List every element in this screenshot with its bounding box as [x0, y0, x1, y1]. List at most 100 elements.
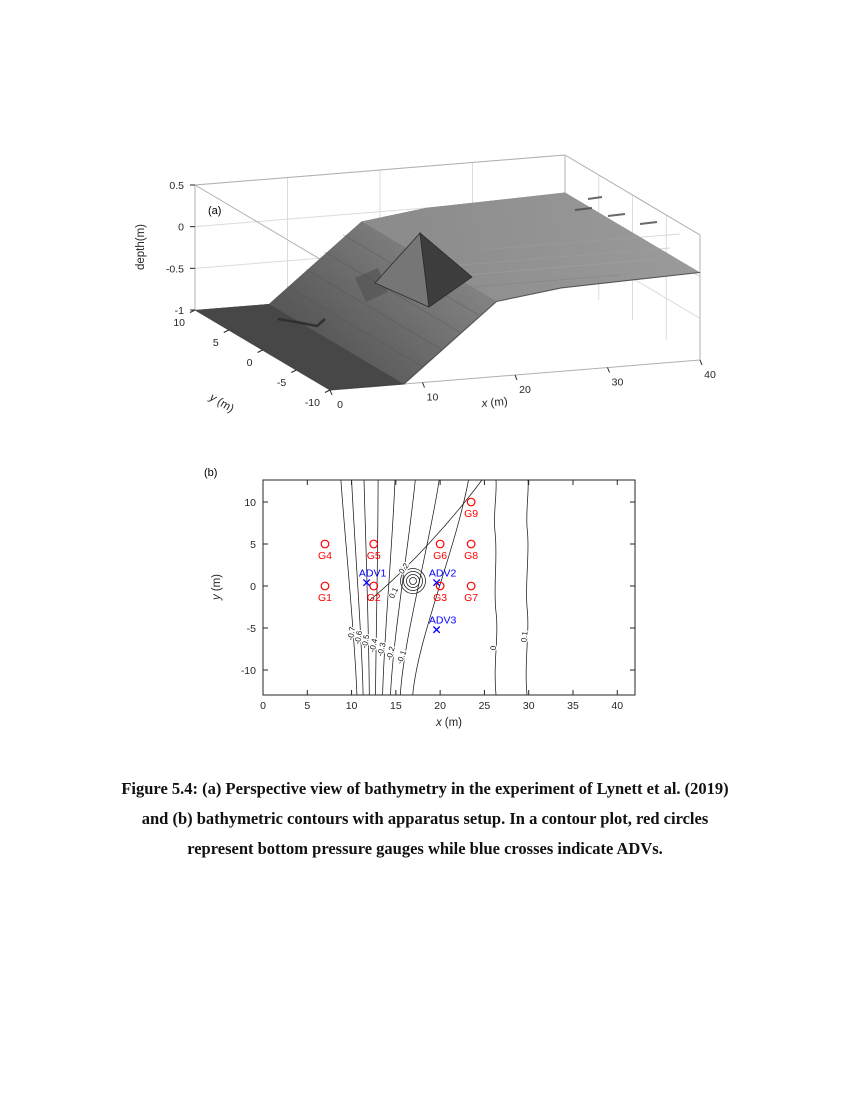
adv-marker	[362, 578, 371, 587]
pressure-gauge-marker	[435, 581, 445, 591]
pressure-gauge-marker	[320, 581, 330, 591]
deep-basin	[195, 304, 404, 390]
contour-label: -0.4	[368, 637, 380, 653]
x-axis-label: x (m)	[435, 717, 462, 729]
x-tick-mark	[514, 374, 518, 381]
pressure-gauge-label: G1	[318, 592, 332, 604]
y-tick-label: 0	[247, 357, 253, 369]
axis-ticks-labels-2d: 0 5 10 15 20 25 30 35 40 10 5 0 -5 -10	[241, 480, 635, 712]
x-axis-unit: (m)	[490, 396, 508, 409]
y-tick-label: -5	[247, 623, 256, 635]
z-tick-label: 0.5	[169, 180, 184, 192]
pressure-gauge-marker	[466, 539, 476, 549]
island-contour-ring	[409, 577, 417, 585]
contour-labels: -0.7-0.6-0.5-0.4-0.3-0.2-0.100.10.20.1	[345, 560, 531, 667]
x-axis-var: x	[435, 717, 443, 729]
adv-label: ADV3	[429, 615, 457, 627]
bathymetry-surface	[194, 192, 701, 391]
contour-line	[390, 479, 416, 696]
pressure-gauge-marker	[435, 539, 445, 549]
pressure-gauge-label: G6	[433, 550, 447, 562]
z-tick-label: -0.5	[166, 263, 184, 275]
x-tick-label: 20	[519, 384, 531, 396]
y-axis-label: y(m)	[206, 391, 235, 415]
x-tick-label: 40	[611, 700, 623, 712]
x-axis-label: x (m)	[480, 396, 508, 410]
z-tick-label: -1	[175, 305, 184, 317]
caption-line: and (b) bathymetric contours with appara…	[141, 809, 709, 828]
contour-line	[351, 479, 364, 696]
y-tick-mark	[223, 329, 229, 333]
island-contour-ring	[406, 574, 420, 588]
x-axis-var: x	[480, 398, 489, 411]
island-contour-ring	[400, 568, 426, 594]
slope-striation	[287, 286, 423, 368]
y-tick-label: 5	[250, 539, 256, 551]
contour-line-0p1	[525, 479, 529, 696]
shelf-mark	[639, 221, 658, 225]
y-tick-label: -10	[241, 665, 256, 677]
beach-slope	[269, 221, 497, 384]
x-tick-mark	[699, 359, 703, 366]
contour-line	[382, 479, 396, 696]
surface-front-edge	[329, 271, 701, 391]
x-tick-label: 20	[434, 700, 446, 712]
contour-line	[340, 479, 358, 696]
pressure-gauge-label: G4	[318, 550, 332, 562]
pressure-gauge-marker	[466, 497, 476, 507]
panel-label-b: (b)	[204, 467, 217, 479]
shelf-streak	[479, 233, 681, 251]
pressure-gauge-marker	[369, 581, 379, 591]
island-contour-ring	[403, 571, 423, 591]
figure-caption: Figure 5.4: (a) Perspective view of bath…	[0, 774, 850, 864]
x-tick-label: 0	[337, 399, 343, 411]
z-tick-label: 0	[178, 222, 184, 234]
x-axis-unit: (m)	[445, 717, 462, 729]
x-tick-mark	[422, 382, 425, 388]
shelf-mark	[574, 207, 593, 211]
x-tick-label: 15	[390, 700, 402, 712]
y-tick-label: 5	[213, 337, 219, 349]
x-tick-label: 40	[704, 369, 716, 381]
y-axis-unit: (m)	[215, 396, 236, 415]
contour-line-zero	[494, 479, 498, 696]
panel-label-a: (a)	[208, 205, 221, 217]
y-axis-unit: (m)	[211, 574, 223, 591]
x-tick-mark	[607, 367, 610, 373]
x-tick-mark	[329, 389, 333, 396]
adv-marker	[432, 578, 441, 587]
x-tick-label: 10	[427, 392, 439, 404]
pressure-gauge-marker	[466, 581, 476, 591]
pressure-gauge-label: G8	[464, 550, 478, 562]
x-tick-label: 30	[612, 377, 624, 389]
contour-label: 0	[489, 645, 498, 650]
axes-box	[262, 479, 636, 696]
shallow-shelf	[361, 192, 700, 302]
pressure-gauge-label: G9	[464, 508, 478, 520]
y-tick-label: 0	[250, 581, 256, 593]
contour-label: -0.1	[395, 649, 408, 666]
contour-line-diagonal	[369, 479, 483, 601]
contour-line	[375, 479, 379, 696]
adv-marker	[432, 626, 441, 634]
axis-box-edge	[194, 154, 566, 186]
y-axis-var: y	[211, 593, 223, 601]
y-tick-mark	[291, 369, 297, 373]
shelf-streak	[449, 247, 671, 267]
contour-label: -0.5	[360, 633, 372, 649]
bathymetry-contours	[340, 479, 529, 696]
contour-label: 0.1	[519, 630, 529, 643]
x-tick-label: 25	[479, 700, 491, 712]
instrument-markers: G1 G2 G3 G7 G4 G5 G6 G8 G9 ADV1 ADV2 ADV3	[318, 497, 478, 634]
y-tick-mark	[324, 389, 331, 393]
shelf-mark	[587, 196, 603, 200]
axis-box-edge	[194, 184, 331, 266]
island-face-dark	[419, 232, 473, 308]
caption-line: Figure 5.4: (a) Perspective view of bath…	[121, 779, 729, 798]
x-tick-label: 5	[304, 700, 310, 712]
basin-mark	[277, 317, 326, 328]
